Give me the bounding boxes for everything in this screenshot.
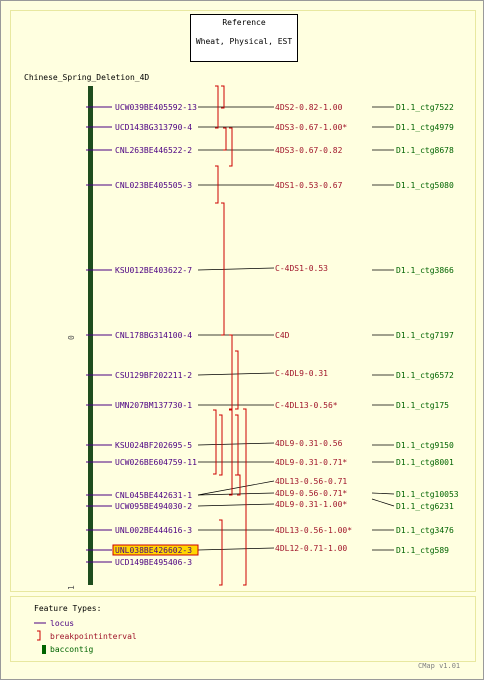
deletion-bin-label[interactable]: 4DL13-0.56-0.71	[275, 477, 347, 486]
breakpoint-bracket	[229, 408, 233, 496]
deletion-bin-label[interactable]: 4DS2-0.82-1.00	[275, 103, 343, 112]
locus-label[interactable]: CSU129BF202211-2	[115, 371, 192, 380]
breakpoint-bracket	[221, 85, 225, 109]
deletion-bin-label[interactable]: 4DS3-0.67-1.00*	[275, 123, 347, 132]
locus-label[interactable]: UNL038BE426602-3	[115, 546, 192, 555]
legend-panel	[10, 596, 476, 662]
bac-contig-label[interactable]: D1.1_ctg5080	[396, 181, 454, 190]
locus-label[interactable]: CNL178BG314100-4	[115, 331, 192, 340]
locus-label[interactable]: UMN207BM137730-1	[115, 401, 192, 410]
bac-contig-label[interactable]: D1.1_ctg6572	[396, 371, 454, 380]
contig-link-line	[371, 498, 395, 507]
bin-link-line	[197, 503, 275, 507]
breakpoint-bracket	[215, 85, 219, 129]
locus-label[interactable]: UCD149BE495406-3	[115, 558, 192, 567]
bac-contig-label[interactable]: D1.1_ctg589	[396, 546, 449, 555]
bac-contig-label[interactable]: D1.1_ctg7522	[396, 103, 454, 112]
breakpoint-bracket	[219, 519, 223, 586]
locus-label[interactable]: CNL045BE442631-1	[115, 491, 192, 500]
bac-contig-label[interactable]: D1.1_ctg4979	[396, 123, 454, 132]
locus-markers: UCW039BE405592-13 UCD143BG313790-4 CNL263B…	[86, 103, 199, 567]
breakpoint-bracket	[229, 334, 233, 411]
bin-link-line	[197, 442, 275, 446]
breakpoint-bracket	[215, 165, 219, 204]
deletion-bin-label[interactable]: 4DS1-0.53-0.67	[275, 181, 343, 190]
breakpoint-bracket	[213, 409, 217, 475]
bac-contig-label[interactable]: D1.1_ctg8678	[396, 146, 454, 155]
deletion-bin-label[interactable]: C-4DL13-0.56*	[275, 401, 338, 410]
contig-link-line	[371, 492, 395, 495]
locus-label[interactable]: CNL023BE405505-3	[115, 181, 192, 190]
reference-label: Reference	[222, 18, 266, 27]
legend-breakpoint-label: breakpointinterval	[50, 632, 137, 641]
highlight-box	[112, 544, 199, 556]
deletion-bin-label[interactable]: C4D	[275, 331, 290, 340]
locus-label[interactable]: KSU012BE403622-7	[115, 266, 192, 275]
reference-box: Reference Wheat, Physical, EST	[190, 14, 298, 62]
bac-contig-label[interactable]: D1.1_ctg10053	[396, 490, 459, 499]
deletion-bin-label[interactable]: 4DL9-0.31-0.56	[275, 439, 343, 448]
breakpoint-intervals	[213, 85, 247, 586]
legend-locus-label: locus	[50, 619, 74, 628]
bac-contigs: D1.1_ctg7522 D1.1_ctg4979 D1.1_ctg8678 D1.1…	[396, 103, 459, 555]
deletion-bin-label[interactable]: 4DS3-0.67-0.82	[275, 146, 343, 155]
bin-link-line	[197, 372, 275, 376]
deletion-bin-label[interactable]: 4DL9-0.31-1.00*	[275, 500, 347, 509]
bac-contig-label[interactable]: D1.1_ctg9150	[396, 441, 454, 450]
breakpoint-bracket	[237, 474, 241, 496]
bin-link-line	[197, 480, 275, 496]
deletion-bin-label[interactable]: C-4DS1-0.53	[275, 264, 328, 273]
bac-contig-label[interactable]: D1.1_ctg175	[396, 401, 449, 410]
locus-label[interactable]: UCW095BE494030-2	[115, 502, 192, 511]
map-panel	[10, 10, 476, 592]
locus-label[interactable]: UNL002BE444616-3	[115, 526, 192, 535]
bin-link-line	[197, 547, 275, 551]
breakpoint-bracket	[229, 127, 233, 167]
map-title[interactable]: Chinese_Spring_Deletion_4D	[24, 73, 149, 82]
bin-link-line	[197, 492, 275, 496]
deletion-bin-label[interactable]: 4DL13-0.56-1.00*	[275, 526, 352, 535]
deletion-bins: 4DS2-0.82-1.00 4DS3-0.67-1.00* 4DS3-0.67-0…	[275, 103, 352, 553]
breakpoint-bracket	[221, 202, 225, 336]
deletion-bin-label[interactable]: 4DL9-0.31-0.71*	[275, 458, 347, 467]
locus-label[interactable]: KSU024BF202695-5	[115, 441, 192, 450]
breakpoint-bracket	[223, 127, 227, 151]
breakpoint-bracket	[235, 414, 239, 476]
deletion-bin-label[interactable]: 4DL12-0.71-1.00	[275, 544, 347, 553]
legend-contig-label: baccontig	[50, 645, 94, 654]
locus-label[interactable]: UCW039BE405592-13	[115, 103, 197, 112]
correspondence-lines	[197, 106, 395, 551]
breakpoint-bracket	[219, 414, 223, 476]
legend-title: Feature Types:	[34, 604, 101, 613]
footer-version: CMap v1.01	[418, 662, 461, 670]
legend-contig-swatch	[42, 645, 46, 654]
bin-link-line	[197, 267, 275, 271]
deletion-bin-label[interactable]: C-4DL9-0.31	[275, 369, 328, 378]
reference-subtitle: Wheat, Physical, EST	[195, 37, 293, 46]
bac-contig-label[interactable]: D1.1_ctg7197	[396, 331, 454, 340]
locus-label[interactable]: CNL263BE446522-2	[115, 146, 192, 155]
breakpoint-bracket	[235, 350, 239, 410]
bac-contig-label[interactable]: D1.1_ctg3476	[396, 526, 454, 535]
scale-end: 1	[67, 585, 76, 590]
bac-contig-label[interactable]: D1.1_ctg6231	[396, 502, 454, 511]
breakpoint-bracket	[243, 408, 247, 586]
bac-contig-label[interactable]: D1.1_ctg3866	[396, 266, 454, 275]
bac-contig-label[interactable]: D1.1_ctg8001	[396, 458, 454, 467]
deletion-bin-label[interactable]: 4DL9-0.56-0.71*	[275, 489, 347, 498]
locus-label[interactable]: UCD143BG313790-4	[115, 123, 192, 132]
locus-label[interactable]: UCW026BE604759-11	[115, 458, 197, 467]
scale-start: 0	[67, 335, 76, 340]
legend-bracket-swatch	[37, 630, 41, 641]
